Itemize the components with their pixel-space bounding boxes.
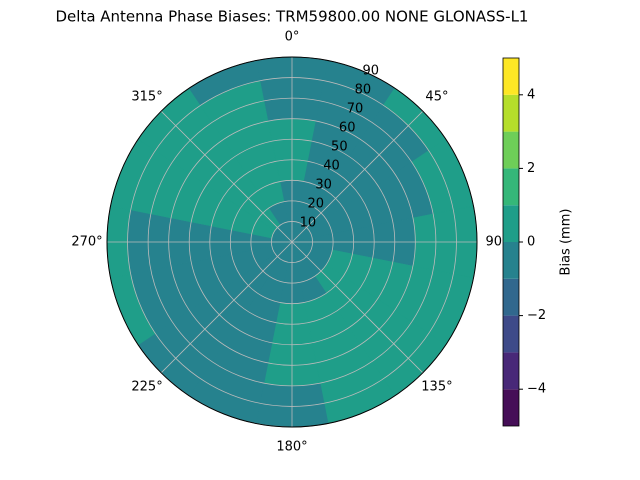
r-tick-label: 60 (339, 121, 356, 136)
colorbar-label: Bias (mm) (559, 209, 574, 276)
theta-tick-label: 135° (421, 379, 452, 394)
colorbar-segment (503, 131, 519, 169)
colorbar-segment (503, 315, 519, 353)
r-tick-label: 40 (323, 159, 340, 174)
colorbar-segment (503, 352, 519, 390)
colorbar-segment (503, 242, 519, 279)
r-tick-label: 70 (347, 102, 364, 117)
theta-tick-label: 180° (276, 440, 307, 455)
r-tick-label: 20 (307, 197, 324, 212)
r-tick-label: 10 (300, 216, 317, 231)
colorbar-segment (503, 94, 519, 132)
colorbar-tick-label: −2 (527, 308, 546, 323)
colorbar-segment (503, 205, 519, 242)
grid-spoke (160, 241, 293, 374)
colorbar-tick-label: 0 (527, 235, 535, 250)
polar-frame (106, 56, 478, 428)
r-tick-label: 80 (355, 83, 372, 98)
chart-title: Delta Antenna Phase Biases: TRM59800.00 … (56, 8, 529, 26)
theta-tick-label: 315° (131, 90, 162, 105)
theta-tick-label: 225° (131, 379, 162, 394)
r-tick-label: 50 (331, 140, 348, 155)
colorbar-segment (503, 168, 519, 206)
theta-tick-label: 45° (425, 90, 448, 105)
r-tick-label: 30 (315, 178, 332, 193)
colorbar-segment (503, 58, 519, 95)
r-tick-label: 90 (363, 64, 380, 79)
colorbar-tick-label: 4 (527, 87, 535, 102)
colorbar-segment (503, 278, 519, 316)
grid-spoke (291, 241, 424, 374)
grid-spoke (291, 110, 424, 243)
theta-tick-label: 270° (71, 235, 102, 250)
colorbar-tick-label: −4 (527, 382, 546, 397)
theta-tick-label: 0° (285, 30, 300, 45)
colorbar-tick-label: 2 (527, 161, 535, 176)
colorbar-segment (503, 389, 519, 426)
grid-spoke (160, 110, 293, 243)
